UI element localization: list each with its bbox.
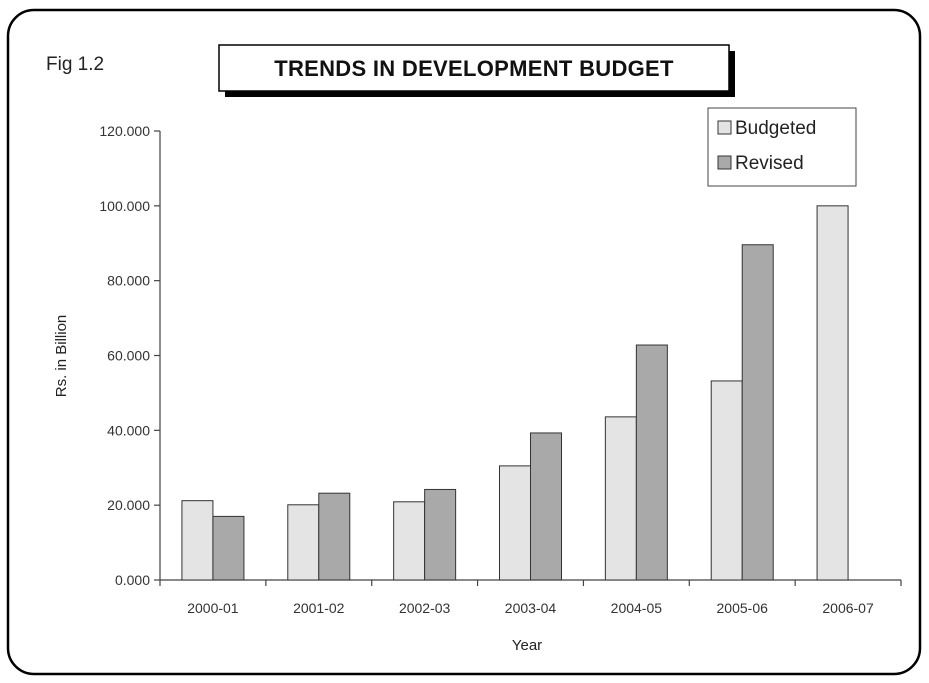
bar-budgeted-2003-04 xyxy=(499,465,531,581)
bar-revised-2000-01 xyxy=(212,515,245,581)
x-tick-label: 2006-07 xyxy=(822,600,874,616)
x-tick-label: 2002-03 xyxy=(399,600,451,616)
chart-title: TRENDS IN DEVELOPMENT BUDGET xyxy=(274,56,674,81)
y-tick-label: 0.000 xyxy=(115,572,150,588)
bar-budgeted-2002-03 xyxy=(393,501,426,581)
y-tick-label: 80.000 xyxy=(107,273,150,289)
figure-label: Fig 1.2 xyxy=(46,54,104,75)
legend-swatch-budgeted xyxy=(717,120,732,135)
y-axis-title: Rs. in Billion xyxy=(53,315,70,398)
chart-title-box: TRENDS IN DEVELOPMENT BUDGET xyxy=(218,44,735,97)
legend-box xyxy=(707,107,857,187)
x-tick-label: 2004-05 xyxy=(611,600,663,616)
title-box xyxy=(218,44,730,92)
legend-label-revised: Revised xyxy=(735,153,804,174)
bars xyxy=(181,205,849,581)
legend-swatch-revised xyxy=(717,155,732,170)
x-tick-label: 2005-06 xyxy=(717,600,769,616)
y-axis: 0.000 20.000 40.000 60.000 80.000 100.000 120.… xyxy=(99,123,161,588)
bar-budgeted-2005-06 xyxy=(710,380,743,581)
bar-budgeted-2006-07 xyxy=(816,205,849,581)
y-tick-label: 60.000 xyxy=(107,348,150,364)
bar-revised-2005-06 xyxy=(741,244,774,581)
legend: Budgeted Revised xyxy=(707,107,857,187)
bar-revised-2004-05 xyxy=(635,344,668,581)
chart-border xyxy=(6,8,922,676)
x-tick-label: 2003-04 xyxy=(505,600,557,616)
y-tick-label: 20.000 xyxy=(107,497,150,513)
x-axis-title: Year xyxy=(512,637,542,654)
bar-revised-2002-03 xyxy=(424,488,457,581)
bar-budgeted-2000-01 xyxy=(181,500,214,581)
y-tick-label: 120.000 xyxy=(99,123,150,139)
bar-budgeted-2001-02 xyxy=(287,504,320,581)
legend-label-budgeted: Budgeted xyxy=(735,118,816,139)
y-tick-label: 100.000 xyxy=(99,198,150,214)
bar-revised-2003-04 xyxy=(530,432,562,581)
bar-revised-2001-02 xyxy=(318,492,351,581)
x-tick-label: 2000-01 xyxy=(187,600,239,616)
y-tick-label: 40.000 xyxy=(107,422,150,438)
x-tick-label: 2001-02 xyxy=(293,600,345,616)
bar-budgeted-2004-05 xyxy=(604,416,637,581)
